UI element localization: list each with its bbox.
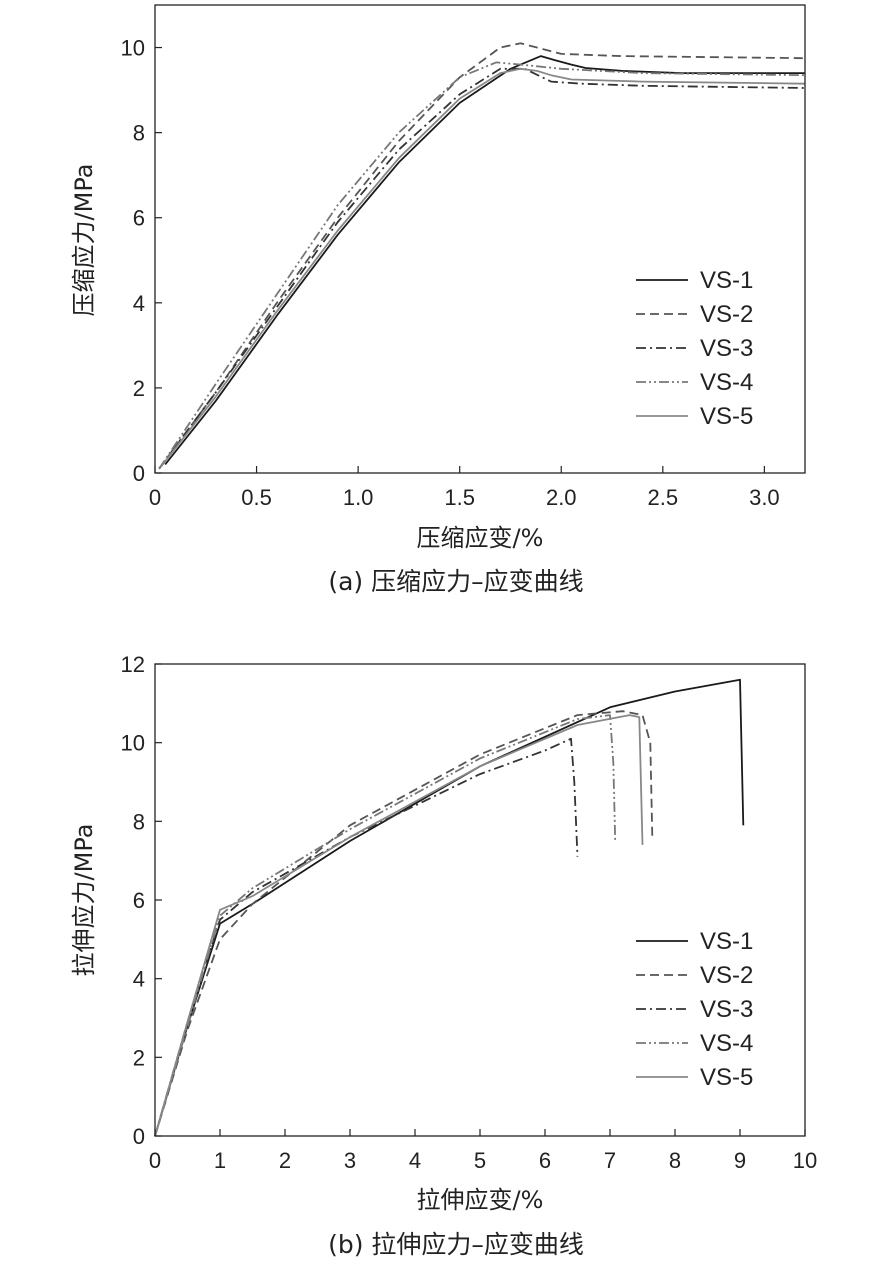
compression-legend-label-1: VS-1 xyxy=(700,267,753,294)
compression-y-tick-label: 4 xyxy=(133,291,145,316)
tension-y-axis-label: 拉伸应力/MPa xyxy=(70,824,98,977)
tension-x-tick-label: 8 xyxy=(669,1148,681,1173)
compression-legend-label-3: VS-3 xyxy=(700,335,753,362)
tension-series-group xyxy=(154,678,745,1137)
tension-series-line-5 xyxy=(154,714,644,1137)
tension-legend-label-5: VS-5 xyxy=(700,1064,753,1091)
compression-x-tick-label: 1.0 xyxy=(343,485,374,510)
compression-plot-frame xyxy=(154,4,806,474)
tension-y-tick-label: 6 xyxy=(133,888,145,913)
compression-legend-label-5: VS-5 xyxy=(700,403,753,430)
tension-x-tick-label: 6 xyxy=(539,1148,551,1173)
tension-caption: (b) 拉伸应力–应变曲线 xyxy=(328,1230,584,1259)
tension-y-tick-label: 8 xyxy=(133,809,145,834)
tension-y-tick-label: 2 xyxy=(133,1045,145,1070)
tension-legend-label-4: VS-4 xyxy=(700,1030,753,1057)
tension-x-tick-label: 7 xyxy=(604,1148,616,1173)
tension-x-tick-label: 5 xyxy=(474,1148,486,1173)
compression-series-line-4 xyxy=(158,61,806,470)
compression-series-line-3 xyxy=(158,67,806,470)
compression-y-tick-label: 10 xyxy=(121,36,145,61)
tension-legend-label-1: VS-1 xyxy=(700,928,753,955)
tension-x-tick-label: 0 xyxy=(149,1148,161,1173)
compression-x-tick-label: 0 xyxy=(149,485,161,510)
tension-x-tick-label: 1 xyxy=(214,1148,226,1173)
tension-x-tick-label: 9 xyxy=(734,1148,746,1173)
compression-series-line-1 xyxy=(164,55,805,466)
compression-y-axis-label: 压缩应力/MPa xyxy=(70,164,98,317)
tension-legend-label-3: VS-3 xyxy=(700,996,753,1023)
tension-y-tick-label: 12 xyxy=(121,652,145,677)
tension-x-tick-label: 3 xyxy=(344,1148,356,1173)
compression-x-axis-label: 压缩应变/% xyxy=(417,524,544,552)
compression-y-tick-label: 0 xyxy=(133,461,145,486)
compression-y-tick-label: 8 xyxy=(133,121,145,146)
compression-series-line-2 xyxy=(158,42,806,470)
tension-y-tick-label: 10 xyxy=(121,731,145,756)
compression-y-tick-label: 2 xyxy=(133,376,145,401)
compression-legend-label-2: VS-2 xyxy=(700,301,753,328)
tension-series-line-1 xyxy=(154,678,745,1137)
compression-x-tick-label: 3.0 xyxy=(749,485,780,510)
compression-legend-label-4: VS-4 xyxy=(700,369,753,396)
tension-x-tick-label: 10 xyxy=(793,1148,817,1173)
tension-y-tick-label: 0 xyxy=(133,1124,145,1149)
compression-x-tick-label: 2.0 xyxy=(546,485,577,510)
tension-x-tick-label: 4 xyxy=(409,1148,421,1173)
compression-axis-ticks: 0 0.5 1.0 1.5 2.0 2.5 3.0 0 2 4 6 8 10 xyxy=(121,36,780,510)
tension-series-line-3 xyxy=(154,737,579,1137)
tension-series-line-2 xyxy=(154,710,654,1137)
compression-y-tick-label: 6 xyxy=(133,206,145,231)
tension-series-line-4 xyxy=(154,714,617,1137)
tension-x-tick-label: 2 xyxy=(279,1148,291,1173)
compression-legend: VS-1 VS-2 VS-3 VS-4 VS-5 xyxy=(636,267,753,430)
compression-x-tick-label: 1.5 xyxy=(444,485,475,510)
compression-x-tick-label: 2.5 xyxy=(648,485,679,510)
compression-caption: (a) 压缩应力–应变曲线 xyxy=(328,567,583,596)
tension-x-axis-label: 拉伸应变/% xyxy=(417,1186,544,1214)
compression-series-line-5 xyxy=(160,67,806,468)
compression-x-tick-label: 0.5 xyxy=(241,485,272,510)
tension-legend: VS-1 VS-2 VS-3 VS-4 VS-5 xyxy=(636,928,753,1091)
tension-y-tick-label: 4 xyxy=(133,967,145,992)
tension-legend-label-2: VS-2 xyxy=(700,962,753,989)
compression-series-group xyxy=(158,42,806,470)
